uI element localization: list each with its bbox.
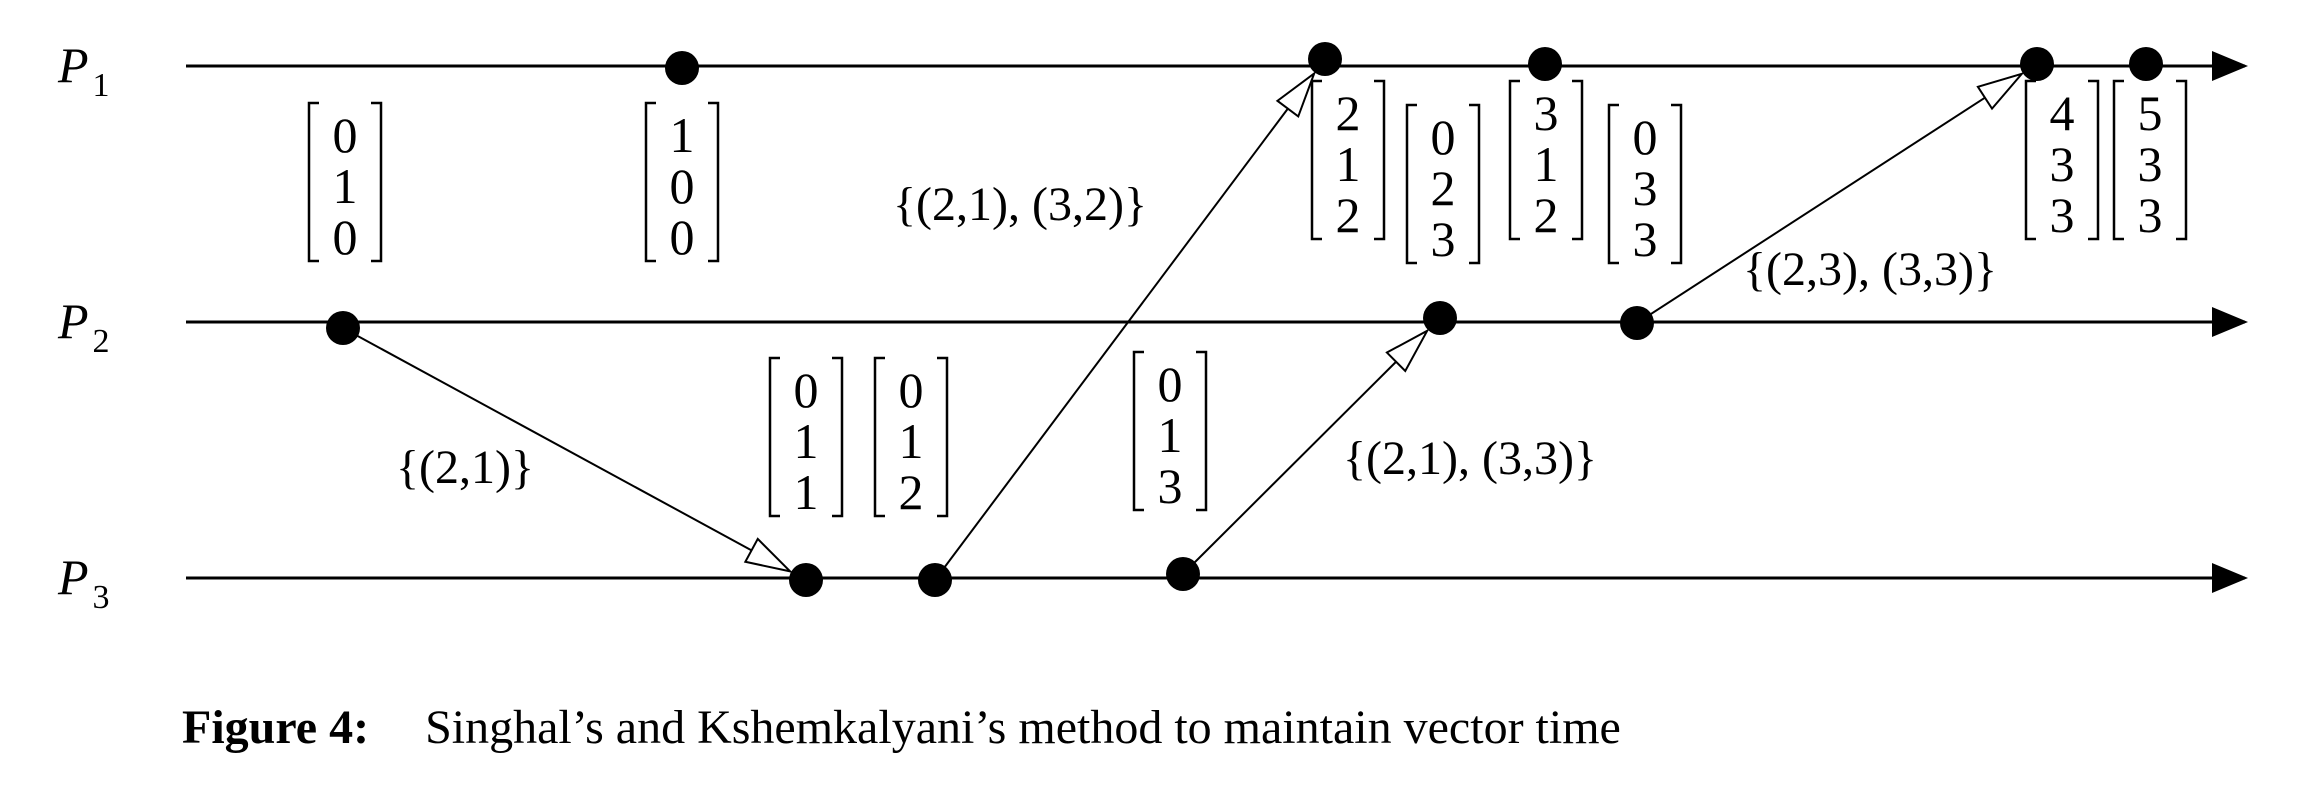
vector-timestamp-e3b: 012 — [873, 356, 949, 520]
right-bracket — [1671, 103, 1683, 265]
vector-component-2: 0 — [670, 158, 695, 214]
left-bracket — [307, 101, 319, 263]
vector-component-1: 0 — [1158, 356, 1183, 412]
left-bracket — [873, 356, 885, 518]
vector-component-1: 3 — [1534, 85, 1559, 141]
left-bracket — [1508, 79, 1520, 241]
vector-component-3: 2 — [1336, 187, 1361, 243]
vector-component-3: 2 — [899, 464, 924, 520]
vector-timestamp-e1d: 433 — [2024, 79, 2100, 243]
vector-timestamp-e3a: 011 — [768, 356, 844, 520]
vector-component-2: 1 — [1534, 136, 1559, 192]
vector-component-1: 0 — [1633, 109, 1658, 165]
vector-component-3: 0 — [333, 209, 358, 265]
left-bracket — [768, 356, 780, 518]
event-dot-e2b — [1423, 301, 1457, 335]
vector-component-2: 3 — [1633, 160, 1658, 216]
vector-component-2: 1 — [899, 413, 924, 469]
message-label-3: {(2,1), (3,3)} — [1343, 432, 1597, 485]
vector-timestamp-e1b: 212 — [1310, 79, 1386, 243]
left-bracket — [1132, 350, 1144, 512]
message-arrowhead-1 — [743, 537, 794, 574]
vector-component-1: 5 — [2138, 85, 2163, 141]
message-label-2: {(2,1), (3,2)} — [893, 178, 1147, 231]
figure-number: Figure 4: — [182, 701, 370, 754]
left-bracket — [1607, 103, 1619, 265]
message-label-1: {(2,1)} — [396, 441, 534, 494]
event-dot-e1d — [2020, 47, 2054, 81]
vector-component-3: 3 — [1158, 458, 1183, 514]
vector-component-3: 1 — [794, 464, 819, 520]
vector-component-3: 3 — [2050, 187, 2075, 243]
event-dot-e1c — [1528, 47, 1562, 81]
vector-component-3: 0 — [670, 209, 695, 265]
event-dot-e3b — [918, 563, 952, 597]
vector-component-2: 1 — [333, 158, 358, 214]
vector-component-2: 1 — [1158, 407, 1183, 463]
vector-component-1: 4 — [2050, 85, 2075, 141]
vector-timestamp-e1a: 100 — [644, 101, 720, 265]
right-bracket — [1374, 79, 1386, 241]
vector-timestamp-e3c: 013 — [1132, 350, 1208, 514]
vector-component-2: 1 — [1336, 136, 1361, 192]
left-bracket — [1310, 79, 1322, 241]
right-bracket — [1572, 79, 1584, 241]
figure-caption: Figure 4: Singhal’s and Kshemkalyani’s me… — [182, 700, 1621, 755]
message-arrow-3 — [1182, 361, 1397, 575]
vector-component-3: 3 — [2138, 187, 2163, 243]
vector-timestamp-e2c: 033 — [1607, 103, 1683, 267]
left-bracket — [644, 101, 656, 263]
message-arrowhead-4 — [1976, 71, 2025, 111]
message-arrow-2 — [934, 108, 1289, 581]
right-bracket — [1469, 103, 1481, 265]
vector-component-1: 0 — [333, 107, 358, 163]
right-bracket — [2176, 79, 2188, 241]
left-bracket — [1405, 103, 1417, 265]
event-dot-e1b — [1308, 42, 1342, 76]
event-dot-e2c — [1620, 306, 1654, 340]
vector-component-1: 1 — [670, 107, 695, 163]
message-arrowhead-3 — [1385, 328, 1430, 373]
vector-timestamp-e2b: 023 — [1405, 103, 1481, 267]
right-bracket — [371, 101, 383, 263]
vector-component-2: 3 — [2050, 136, 2075, 192]
message-arrow-1 — [342, 327, 753, 552]
right-bracket — [937, 356, 949, 518]
message-arrowhead-2 — [1275, 70, 1317, 119]
vector-component-1: 0 — [794, 362, 819, 418]
right-bracket — [1196, 350, 1208, 512]
event-dot-e2a — [326, 311, 360, 345]
right-bracket — [832, 356, 844, 518]
right-bracket — [2088, 79, 2100, 241]
vector-component-1: 0 — [1431, 109, 1456, 165]
vector-component-2: 3 — [2138, 136, 2163, 192]
left-bracket — [2112, 79, 2124, 241]
event-dot-e3a — [789, 563, 823, 597]
vector-component-2: 2 — [1431, 160, 1456, 216]
vector-component-1: 0 — [899, 362, 924, 418]
left-bracket — [2024, 79, 2036, 241]
message-arrow-4 — [1636, 96, 1986, 324]
vector-timestamp-e1c: 312 — [1508, 79, 1584, 243]
vector-timestamp-e2a: 010 — [307, 101, 383, 265]
right-bracket — [708, 101, 720, 263]
vector-component-2: 1 — [794, 413, 819, 469]
vector-timestamp-e1e: 533 — [2112, 79, 2188, 243]
event-dot-e1a — [665, 51, 699, 85]
vector-component-3: 2 — [1534, 187, 1559, 243]
vector-component-1: 2 — [1336, 85, 1361, 141]
event-dot-e1e — [2129, 47, 2163, 81]
message-label-4: {(2,3), (3,3)} — [1743, 243, 1997, 296]
event-dot-e3c — [1166, 557, 1200, 591]
caption-text: Singhal’s and Kshemkalyani’s method to m… — [425, 701, 1621, 754]
vector-component-3: 3 — [1431, 211, 1456, 267]
vector-component-3: 3 — [1633, 211, 1658, 267]
